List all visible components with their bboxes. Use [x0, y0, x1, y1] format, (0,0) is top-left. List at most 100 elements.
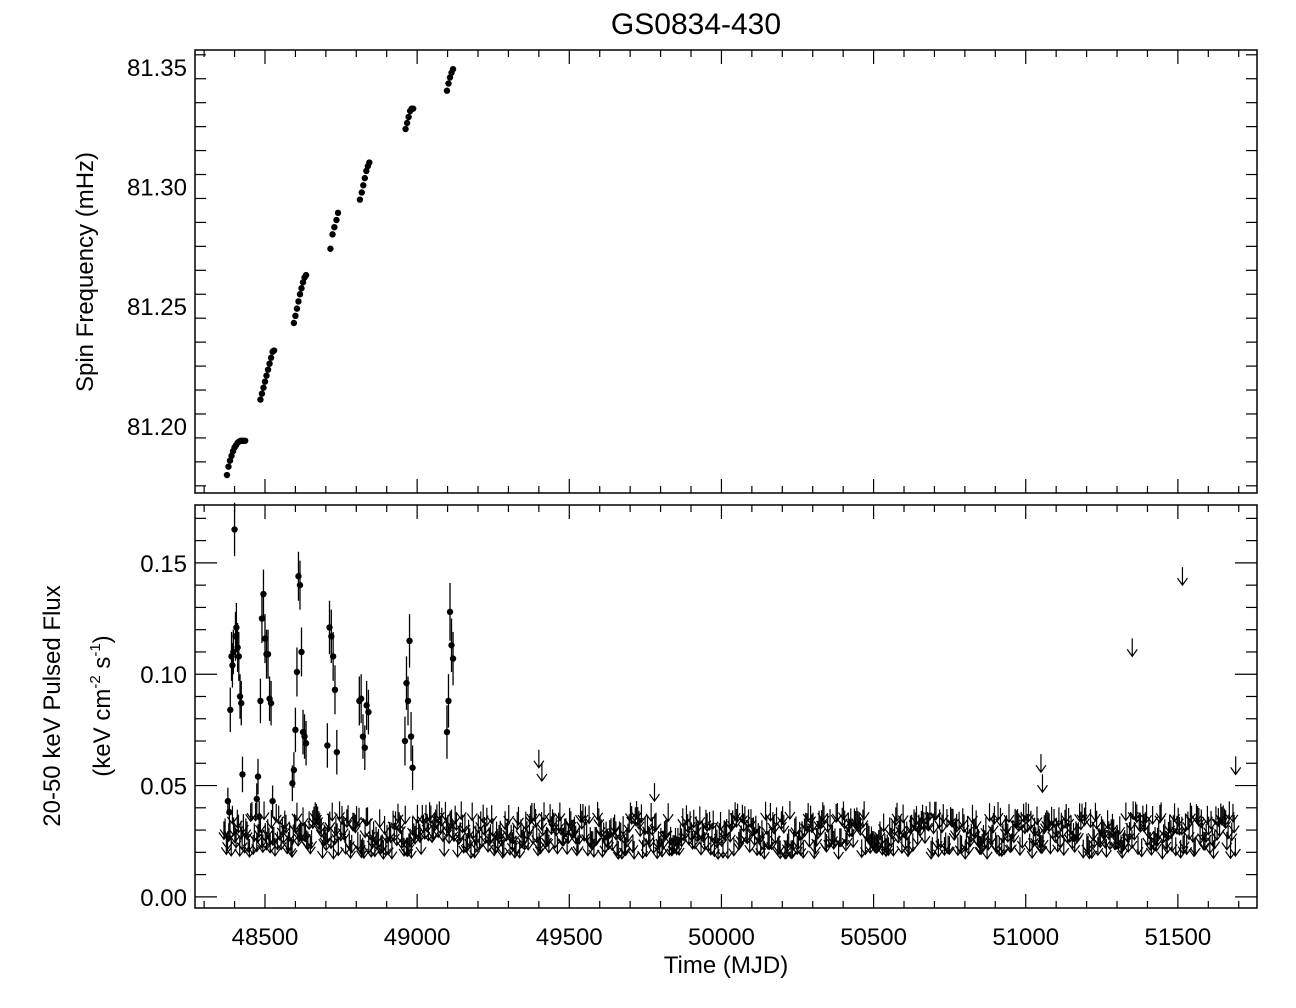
upper-limit-arrow	[901, 821, 913, 841]
upper-limit-arrow	[701, 813, 713, 833]
upper-limit-arrow	[449, 805, 461, 825]
upper-limit-arrow	[357, 837, 369, 857]
upper-limit-arrow	[488, 837, 500, 857]
upper-limit-arrow	[341, 809, 353, 829]
upper-limit-arrow	[942, 835, 954, 855]
data-point	[254, 773, 262, 780]
upper-limit-arrow	[992, 802, 1004, 822]
upper-limit-arrow	[1078, 807, 1090, 827]
upper-limit-arrow	[628, 840, 640, 860]
upper-limit-arrow	[332, 837, 344, 857]
upper-limit-arrow	[304, 835, 316, 855]
upper-limit-arrow	[855, 817, 866, 837]
data-point	[289, 780, 296, 787]
data-point	[445, 697, 452, 705]
upper-limit-arrow	[987, 814, 999, 834]
data-point	[409, 764, 416, 771]
upper-limit-arrow	[538, 802, 550, 822]
upper-limit-arrow	[1036, 774, 1048, 794]
upper-limit-arrow	[943, 836, 955, 856]
upper-limit-arrow	[240, 818, 252, 838]
upper-limit-arrow	[618, 837, 630, 857]
upper-limit-arrow	[728, 837, 740, 857]
bottom-panel-ticks	[195, 505, 1257, 908]
y-tick-label: 81.25	[127, 294, 187, 321]
upper-limit-arrow	[736, 804, 748, 824]
upper-limit-arrow	[1141, 804, 1153, 824]
upper-limit-arrow	[362, 807, 374, 827]
upper-limit-arrow	[858, 801, 870, 821]
upper-limit-arrow	[1198, 831, 1210, 851]
upper-limit-arrow	[438, 837, 450, 858]
upper-limit-arrow	[1020, 802, 1032, 822]
x-tick-label: 50500	[840, 924, 907, 951]
data-point	[293, 305, 301, 312]
upper-limit-arrow	[543, 834, 555, 854]
pulsed-flux-upper-limits	[218, 567, 1242, 861]
data-point	[405, 113, 412, 121]
upper-limit-arrow	[494, 820, 506, 840]
x-axis-label: Time (MJD)	[664, 952, 788, 979]
upper-limit-arrow	[778, 814, 790, 834]
upper-limit-arrow	[1077, 839, 1089, 859]
upper-limit-arrow	[974, 836, 986, 856]
x-tick-label: 48500	[232, 924, 299, 951]
upper-limit-arrow	[536, 812, 548, 832]
upper-limit-arrow	[486, 805, 498, 825]
upper-limit-arrow	[1120, 802, 1132, 822]
upper-limit-arrow	[242, 833, 254, 853]
upper-limit-arrow	[883, 837, 894, 857]
data-point	[329, 653, 337, 660]
upper-limit-arrow	[456, 814, 468, 834]
data-point	[445, 80, 452, 87]
data-point	[448, 642, 455, 649]
data-point	[258, 390, 266, 397]
upper-limit-arrow	[794, 822, 806, 842]
upper-limit-arrow	[711, 829, 723, 849]
upper-limit-arrow	[627, 834, 639, 854]
upper-limit-arrow	[717, 839, 729, 859]
upper-limit-arrow	[270, 803, 282, 823]
y-tick-label: 0.15	[140, 551, 187, 578]
upper-limit-arrow	[981, 840, 993, 860]
upper-limit-arrow	[342, 805, 354, 825]
data-point	[333, 748, 341, 756]
data-point	[296, 581, 304, 589]
upper-limit-arrow	[1170, 837, 1182, 857]
upper-limit-arrow	[1124, 821, 1135, 841]
data-point	[331, 686, 339, 694]
upper-limit-arrow	[803, 828, 815, 848]
upper-limit-arrow	[732, 803, 744, 823]
data-point	[357, 695, 365, 702]
upper-limit-arrow	[696, 821, 708, 841]
upper-limit-arrow	[837, 801, 849, 821]
y-tick-label: 81.35	[127, 55, 187, 82]
upper-limit-arrow	[508, 825, 520, 845]
upper-limit-arrow	[392, 803, 404, 823]
upper-limit-arrow	[528, 803, 540, 823]
upper-limit-arrow	[1227, 803, 1239, 823]
top-panel-y-tick-labels: 81.20 81.25 81.30 81.35	[127, 55, 187, 441]
upper-limit-arrow	[1057, 819, 1069, 839]
upper-limit-arrow	[878, 813, 890, 833]
data-point	[403, 119, 411, 127]
upper-limit-arrow	[949, 819, 961, 839]
upper-limit-arrow	[650, 812, 662, 832]
upper-limit-arrow	[907, 833, 919, 853]
upper-limit-arrow	[919, 825, 931, 845]
data-point	[404, 697, 412, 705]
upper-limit-arrow	[934, 809, 946, 829]
upper-limit-arrow	[478, 817, 490, 837]
upper-limit-arrow	[399, 805, 411, 825]
y-tick-label: 0.10	[140, 662, 187, 689]
upper-limit-arrow	[936, 814, 948, 834]
upper-limit-arrow	[1008, 824, 1020, 844]
data-point	[443, 87, 451, 94]
upper-limit-arrow	[1085, 809, 1097, 829]
data-point	[239, 771, 246, 778]
upper-limit-arrow	[326, 802, 338, 822]
upper-limit-arrow	[1176, 567, 1188, 587]
data-point	[298, 648, 305, 656]
upper-limit-arrow	[642, 815, 653, 835]
upper-limit-arrow	[1160, 831, 1172, 851]
